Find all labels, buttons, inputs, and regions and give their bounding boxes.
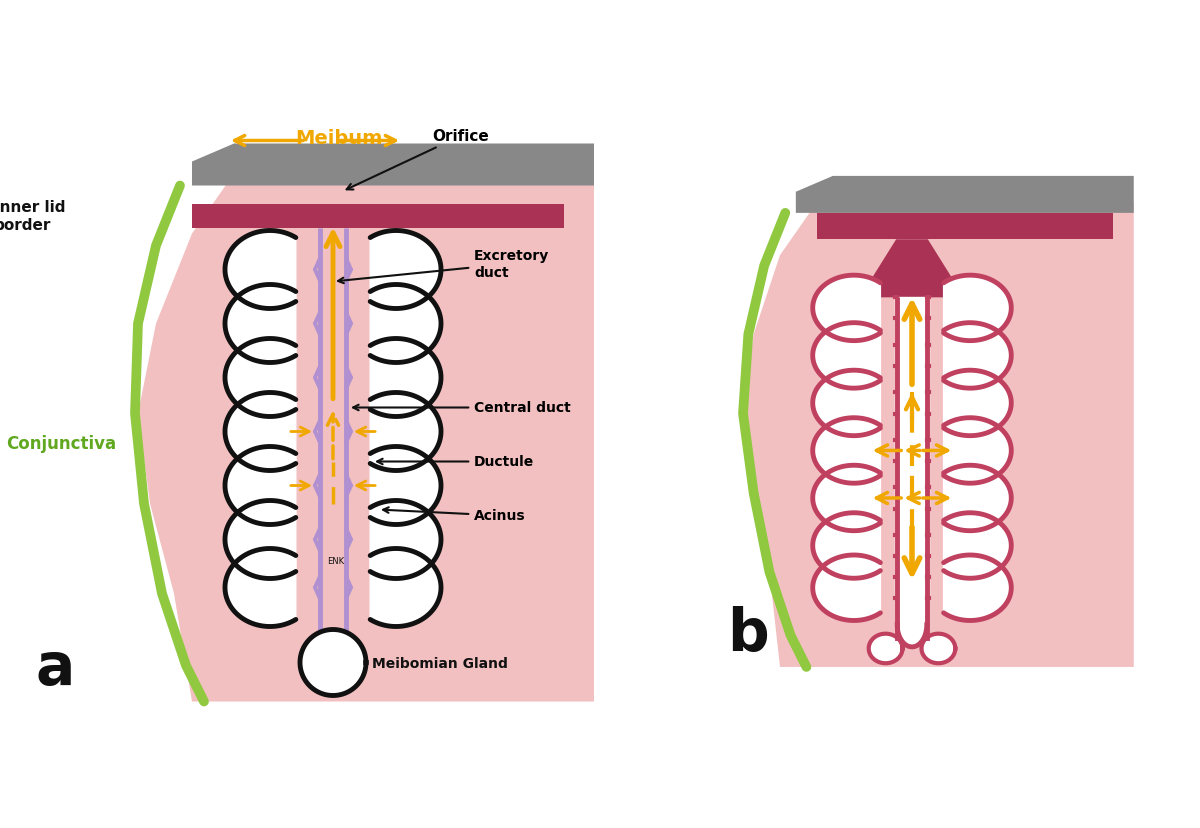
Polygon shape — [226, 393, 296, 471]
Polygon shape — [812, 323, 881, 388]
Polygon shape — [898, 625, 926, 636]
Polygon shape — [926, 488, 929, 509]
Polygon shape — [370, 285, 440, 363]
Text: MCJ: MCJ — [227, 209, 259, 224]
Text: Ductule: Ductule — [377, 455, 534, 469]
Polygon shape — [895, 345, 898, 367]
Text: Epidermis: Epidermis — [376, 207, 476, 225]
Polygon shape — [943, 323, 1012, 388]
Polygon shape — [895, 577, 898, 599]
Polygon shape — [943, 371, 1012, 436]
Polygon shape — [743, 192, 1134, 667]
Polygon shape — [226, 285, 296, 363]
Polygon shape — [869, 634, 902, 663]
Text: Inner lid
border: Inner lid border — [0, 200, 66, 233]
Polygon shape — [926, 393, 929, 414]
Polygon shape — [895, 488, 898, 509]
Polygon shape — [812, 418, 881, 484]
Text: Acinus: Acinus — [383, 508, 526, 522]
Polygon shape — [895, 298, 898, 319]
Polygon shape — [922, 634, 955, 663]
Polygon shape — [294, 205, 564, 229]
Polygon shape — [817, 214, 1112, 240]
Polygon shape — [226, 501, 296, 579]
Text: Meibomian Gland: Meibomian Gland — [372, 656, 508, 670]
Text: Orifice: Orifice — [347, 129, 488, 190]
Polygon shape — [192, 144, 594, 186]
Polygon shape — [898, 298, 926, 625]
Polygon shape — [943, 276, 1012, 341]
Polygon shape — [226, 549, 296, 627]
Polygon shape — [926, 440, 929, 461]
Polygon shape — [926, 298, 929, 319]
Text: a: a — [36, 638, 76, 696]
Polygon shape — [895, 535, 898, 556]
Polygon shape — [812, 276, 881, 341]
Polygon shape — [943, 465, 1012, 531]
Polygon shape — [138, 162, 594, 701]
Polygon shape — [812, 556, 881, 621]
Polygon shape — [370, 501, 440, 579]
Polygon shape — [370, 393, 440, 471]
Text: Conjunctiva: Conjunctiva — [6, 435, 116, 453]
Polygon shape — [192, 205, 294, 229]
Polygon shape — [943, 556, 1012, 621]
Polygon shape — [226, 447, 296, 525]
Polygon shape — [300, 630, 366, 696]
Polygon shape — [870, 240, 954, 309]
Text: ENK: ENK — [328, 556, 344, 566]
Polygon shape — [370, 231, 440, 309]
Polygon shape — [943, 513, 1012, 579]
Polygon shape — [226, 339, 296, 417]
Polygon shape — [895, 440, 898, 461]
Polygon shape — [370, 549, 440, 627]
Text: Central duct: Central duct — [353, 401, 571, 415]
Polygon shape — [796, 176, 1134, 214]
Polygon shape — [812, 371, 881, 436]
Polygon shape — [812, 465, 881, 531]
Polygon shape — [926, 345, 929, 367]
Polygon shape — [898, 625, 926, 647]
Polygon shape — [895, 393, 898, 414]
Polygon shape — [370, 339, 440, 417]
Polygon shape — [926, 535, 929, 556]
Text: Excretory
duct: Excretory duct — [338, 249, 550, 284]
Polygon shape — [370, 447, 440, 525]
Polygon shape — [812, 513, 881, 579]
Text: Meibum: Meibum — [295, 129, 383, 148]
Polygon shape — [926, 577, 929, 599]
Polygon shape — [943, 418, 1012, 484]
Text: b: b — [727, 605, 769, 662]
Polygon shape — [226, 231, 296, 309]
